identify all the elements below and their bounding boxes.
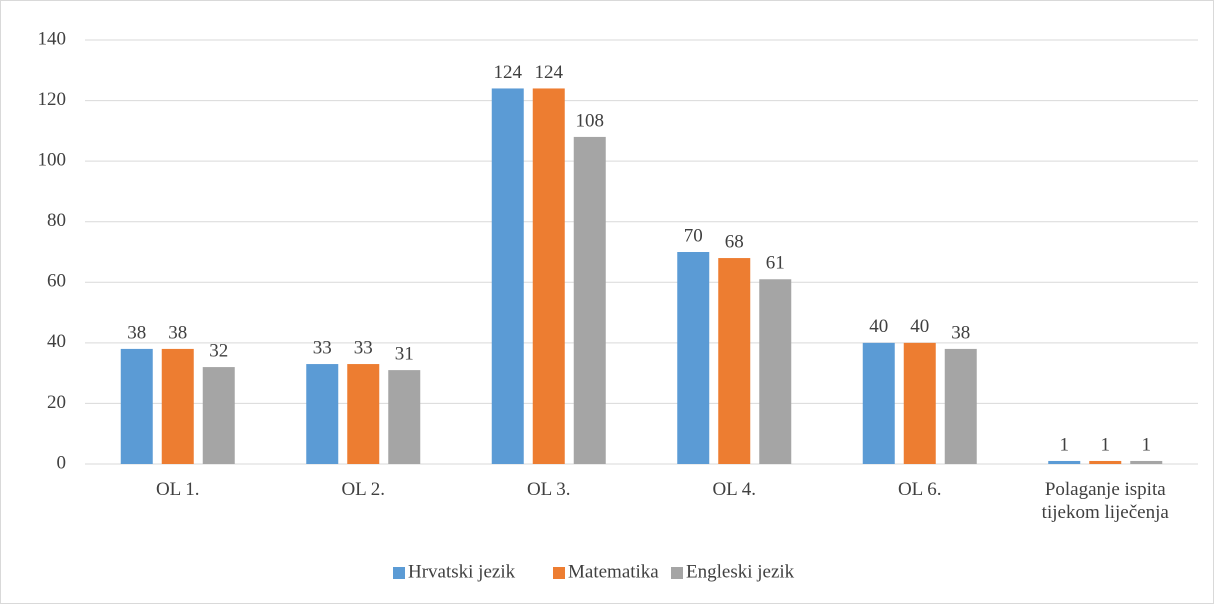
data-label: 31 (395, 343, 414, 364)
x-tick-label: OL 4. (712, 479, 757, 500)
data-label: 40 (910, 316, 929, 337)
data-label: 32 (209, 340, 228, 361)
data-label: 70 (684, 225, 703, 246)
bar (718, 258, 751, 464)
data-label: 124 (535, 62, 564, 83)
bar (1089, 460, 1122, 464)
data-label: 38 (168, 322, 187, 343)
bar (120, 348, 153, 464)
bar (573, 136, 606, 464)
data-label: 1 (1060, 434, 1070, 455)
x-tick-label: OL 2. (341, 479, 386, 500)
legend-swatch (393, 567, 405, 579)
legend-label: Matematika (568, 561, 659, 582)
x-tick-label: OL 1. (155, 479, 200, 500)
y-tick-label: 60 (47, 271, 66, 292)
data-label: 1 (1142, 434, 1152, 455)
x-tick-label: OL 3. (526, 479, 571, 500)
bar (306, 364, 339, 464)
bar (491, 88, 524, 464)
bar (161, 348, 194, 464)
bar (532, 88, 565, 464)
y-tick-label: 40 (47, 331, 66, 352)
bar (202, 367, 235, 464)
data-label: 38 (127, 322, 146, 343)
data-label: 68 (725, 231, 744, 252)
bar (1130, 460, 1163, 464)
bar (388, 370, 421, 464)
bar (903, 342, 936, 464)
x-tick-label: OL 6. (897, 479, 942, 500)
y-tick-label: 80 (47, 210, 66, 231)
data-label: 40 (869, 316, 888, 337)
data-label: 38 (951, 322, 970, 343)
bar (677, 252, 710, 464)
bar (347, 364, 380, 464)
legend-label: Engleski jezik (686, 561, 795, 582)
y-tick-label: 140 (38, 28, 67, 49)
legend-label: Hrvatski jezik (408, 561, 516, 582)
data-label: 61 (766, 253, 785, 274)
y-tick-label: 0 (57, 452, 67, 473)
data-label: 33 (313, 337, 332, 358)
legend-swatch (671, 567, 683, 579)
legend-swatch (553, 567, 565, 579)
y-tick-label: 100 (38, 150, 67, 171)
data-label: 33 (354, 337, 373, 358)
bar (1048, 460, 1081, 464)
data-label: 124 (494, 62, 523, 83)
bar (862, 342, 895, 464)
bar (759, 279, 792, 464)
bar (944, 348, 977, 464)
y-tick-label: 120 (38, 89, 67, 110)
data-label: 1 (1101, 434, 1111, 455)
x-tick-label: Polaganje ispita tijekom liječenja (1041, 479, 1169, 523)
data-label: 108 (576, 110, 605, 131)
y-tick-label: 20 (47, 392, 66, 413)
